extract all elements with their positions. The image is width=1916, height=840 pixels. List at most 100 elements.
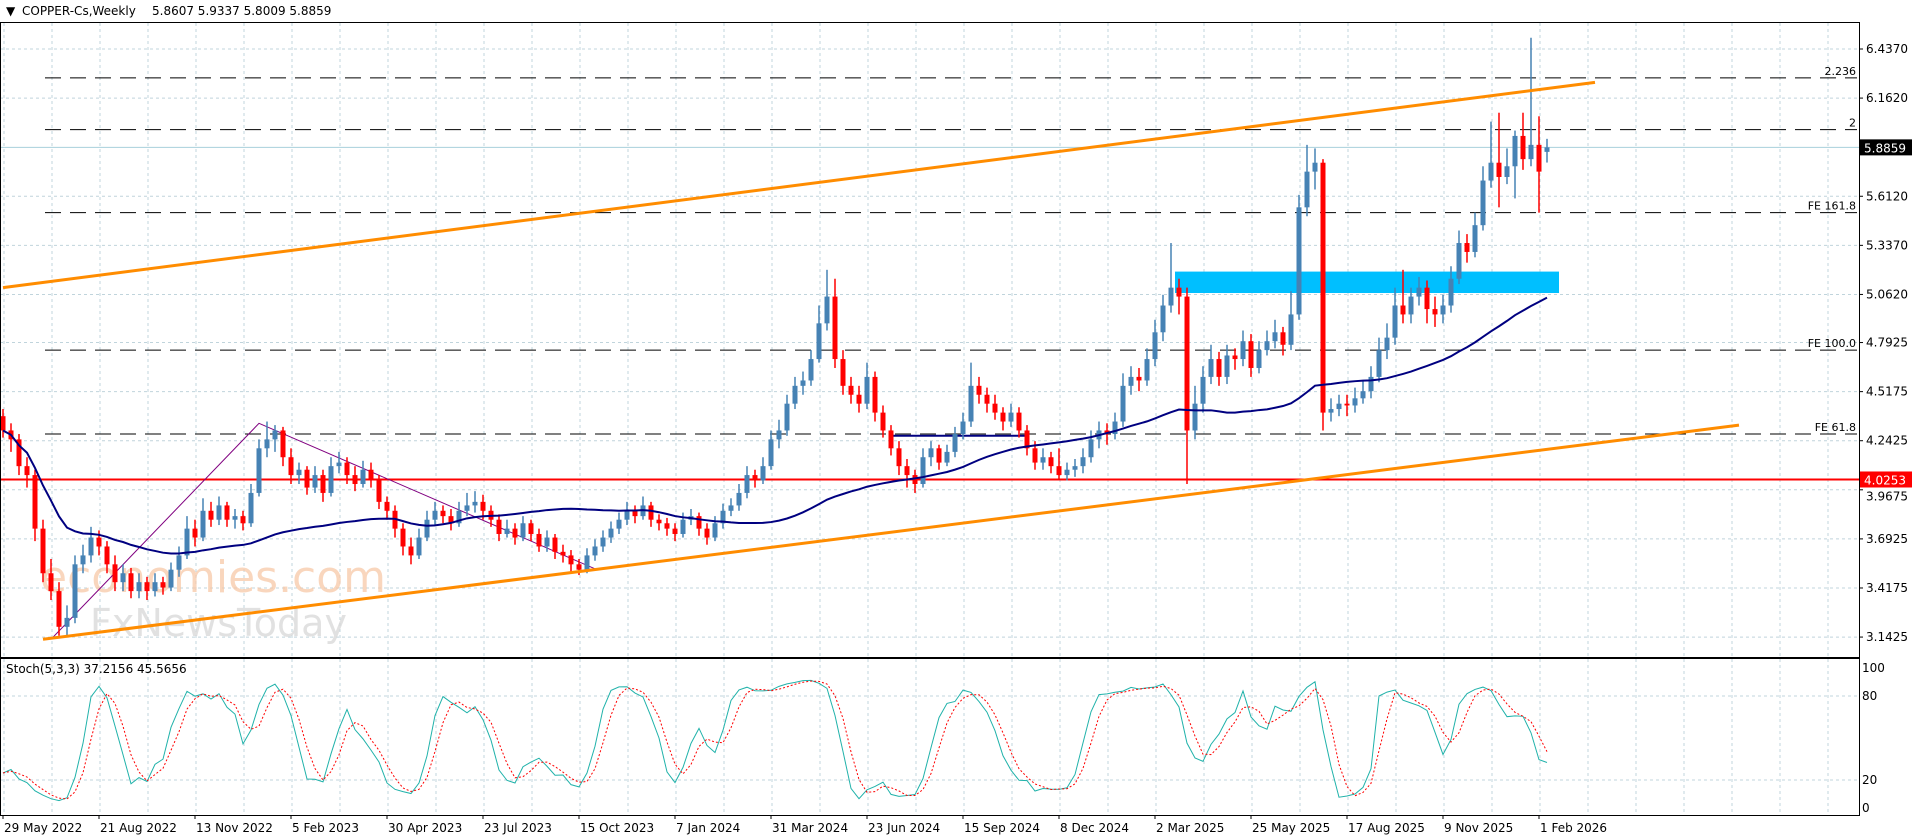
candle-body (1144, 359, 1150, 381)
candle-bearish (144, 576, 150, 601)
candle-bearish (240, 510, 246, 531)
candle-bullish (88, 526, 94, 563)
candle-bullish (1416, 276, 1422, 306)
candle-body (312, 475, 318, 488)
candle-body (400, 528, 406, 547)
candle-body (1520, 135, 1526, 160)
candle-bullish (1448, 266, 1454, 313)
candle-body (632, 510, 638, 517)
candle-body (1008, 412, 1014, 422)
moving-average-line (2, 296, 1548, 555)
candle-body (584, 555, 590, 570)
candle-bullish (264, 421, 270, 458)
candle-bearish (848, 376, 854, 404)
candle-body (1512, 135, 1518, 167)
price-tick-label: 4.5175 (1866, 385, 1908, 399)
candle-body (96, 537, 102, 547)
candle-bullish (1392, 287, 1398, 345)
candle-body (272, 430, 278, 440)
candle-body (176, 555, 182, 570)
candle-bullish (416, 528, 422, 559)
candle-bullish (120, 564, 126, 592)
candle-body (920, 457, 926, 485)
candle-bullish (736, 484, 742, 511)
candle-bullish (72, 555, 78, 624)
candle-bullish (792, 376, 798, 410)
candle-body (1056, 466, 1062, 476)
candle-body (1184, 296, 1190, 431)
candle-body (208, 510, 214, 520)
candle-bullish (864, 362, 870, 410)
candle-bullish (760, 457, 766, 485)
candle-bearish (304, 466, 310, 495)
grid (0, 23, 1859, 815)
candle-body (712, 523, 718, 538)
candle-bullish (1288, 291, 1294, 351)
candle-bullish (1328, 398, 1334, 422)
candle-body (960, 421, 966, 435)
candle-bearish (840, 350, 846, 395)
candle-bullish (960, 412, 966, 440)
candle-bullish (1384, 323, 1390, 360)
candle-body (1456, 243, 1462, 279)
date-label: 25 May 2025 (1252, 821, 1330, 835)
candle-bullish (720, 503, 726, 529)
candle-body (240, 516, 246, 524)
candle-bullish (608, 521, 614, 543)
overlays: 2.236 2 FE 161.8 FE 100.0 FE 61.8 (0, 65, 1859, 640)
candle-bearish (224, 501, 230, 527)
candle-body (1152, 332, 1158, 360)
candle-body (600, 537, 606, 547)
candle-bullish (1304, 144, 1310, 217)
candle-body (304, 469, 310, 488)
candle-body (1272, 332, 1278, 342)
candle-body (1072, 466, 1078, 470)
candle-body (32, 475, 38, 529)
candle-body (472, 501, 478, 506)
price-tick-label: 5.3370 (1866, 238, 1908, 252)
support-price-label: 4.0253 (1864, 473, 1906, 487)
candle-bullish (248, 484, 254, 527)
current-price-label-bg (1860, 139, 1912, 156)
candle-bearish (1184, 287, 1190, 485)
candle-body (1280, 332, 1286, 345)
candle-bearish (440, 505, 446, 524)
candle-bearish (192, 519, 198, 547)
candle-body (848, 385, 854, 395)
candle-bearish (392, 505, 398, 538)
candle-bearish (1056, 448, 1062, 481)
candle-bullish (200, 498, 206, 542)
candle-bearish (1024, 425, 1030, 456)
triangle-down-icon[interactable]: ▼ (6, 4, 16, 18)
candle-body (1040, 457, 1046, 463)
candle-bullish (1360, 380, 1366, 404)
candle-bearish (560, 544, 566, 563)
candle-body (296, 469, 302, 476)
candle-bullish (1504, 148, 1510, 185)
fib-level-label: FE 161.8 (1808, 200, 1856, 213)
price-tick-label: 3.9675 (1866, 489, 1908, 503)
candle-bullish (768, 430, 774, 470)
candle-bearish (288, 448, 294, 485)
candle-bearish (1400, 269, 1406, 324)
stoch-tick-label: 100 (1862, 661, 1885, 675)
candle-body (1120, 385, 1126, 422)
candle-body (1408, 296, 1414, 315)
candle-bearish (408, 537, 414, 565)
candle-bullish (616, 512, 622, 534)
candle-bearish (976, 376, 982, 404)
candle-bullish (712, 516, 718, 542)
candle-bullish (360, 460, 366, 488)
candle-body (200, 510, 206, 538)
candle-bearish (536, 528, 542, 552)
candle-body (1160, 305, 1166, 333)
candle-bullish (312, 466, 318, 493)
candle-bearish (568, 550, 574, 572)
candle-body (728, 505, 734, 511)
candle-body (1200, 376, 1206, 404)
candle-body (1264, 341, 1270, 351)
candle-bullish (808, 350, 814, 386)
candle-body (520, 523, 526, 538)
candle-bearish (1280, 326, 1286, 356)
